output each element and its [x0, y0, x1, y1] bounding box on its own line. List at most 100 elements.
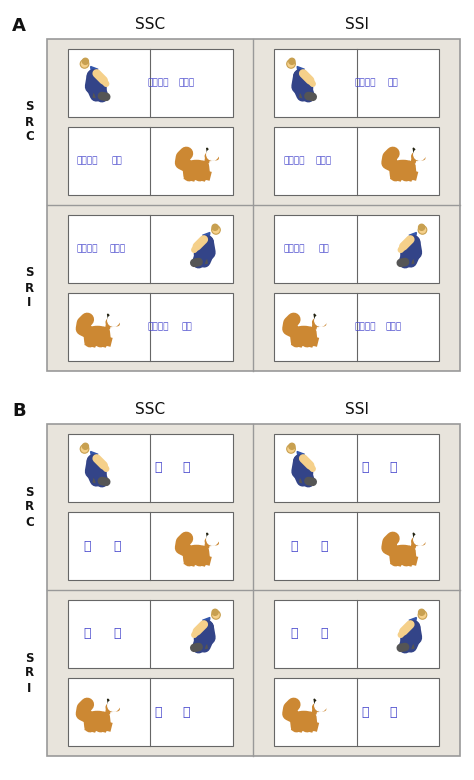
Polygon shape: [314, 699, 318, 704]
Bar: [68, 49, 233, 117]
Polygon shape: [413, 533, 417, 538]
Polygon shape: [314, 314, 318, 320]
Polygon shape: [297, 452, 304, 463]
Ellipse shape: [392, 545, 415, 555]
Text: ចំ: ចំ: [112, 157, 123, 165]
Text: ចំ: ចំ: [388, 79, 399, 87]
Text: ចំ: ចំ: [319, 244, 329, 254]
Ellipse shape: [420, 541, 425, 544]
Text: 狗: 狗: [389, 462, 397, 474]
Bar: [47, 39, 460, 371]
Circle shape: [419, 609, 425, 615]
Text: 小: 小: [290, 627, 298, 640]
Circle shape: [211, 611, 220, 619]
Polygon shape: [91, 452, 98, 463]
Bar: [68, 512, 233, 580]
Ellipse shape: [205, 152, 216, 161]
Polygon shape: [312, 323, 317, 328]
Bar: [274, 512, 439, 580]
Polygon shape: [410, 618, 416, 629]
Ellipse shape: [115, 707, 119, 711]
Ellipse shape: [109, 704, 117, 711]
Circle shape: [80, 59, 89, 68]
Text: ផ្ទះ: ផ្ទះ: [283, 244, 305, 254]
Circle shape: [211, 225, 220, 234]
Polygon shape: [106, 323, 110, 328]
Bar: [47, 424, 460, 756]
Bar: [274, 215, 439, 283]
Circle shape: [82, 443, 89, 449]
Text: A: A: [12, 17, 26, 35]
Polygon shape: [207, 533, 210, 538]
Ellipse shape: [292, 711, 316, 722]
Ellipse shape: [316, 319, 323, 326]
Text: S
R
I: S R I: [25, 651, 34, 694]
Text: ឃ្លា: ឃ្លា: [77, 244, 98, 254]
Ellipse shape: [321, 707, 326, 711]
Text: 擦: 擦: [84, 627, 91, 640]
Text: ឃ្លា: ឃ្លា: [148, 79, 169, 87]
Polygon shape: [91, 66, 98, 78]
Polygon shape: [413, 148, 417, 154]
Polygon shape: [205, 158, 210, 163]
Bar: [274, 600, 439, 668]
Ellipse shape: [214, 157, 218, 160]
Bar: [274, 49, 439, 117]
Bar: [68, 293, 233, 361]
Text: 小: 小: [84, 540, 91, 552]
Text: ចំប: ចំប: [385, 322, 401, 332]
Bar: [274, 434, 439, 502]
Text: SSC: SSC: [135, 17, 165, 32]
Text: 擦: 擦: [155, 462, 162, 474]
Text: 地: 地: [389, 705, 397, 718]
Polygon shape: [203, 618, 210, 629]
Polygon shape: [312, 708, 317, 714]
Ellipse shape: [313, 703, 323, 711]
Ellipse shape: [115, 322, 119, 326]
Ellipse shape: [106, 318, 116, 327]
Text: B: B: [12, 402, 26, 420]
Ellipse shape: [109, 319, 117, 326]
Text: 小: 小: [361, 462, 369, 474]
Ellipse shape: [412, 537, 422, 545]
Polygon shape: [411, 158, 416, 163]
Ellipse shape: [415, 537, 422, 544]
Ellipse shape: [412, 152, 422, 161]
Polygon shape: [411, 542, 416, 548]
Text: 地: 地: [320, 540, 328, 552]
Ellipse shape: [313, 318, 323, 327]
Ellipse shape: [185, 161, 208, 171]
Bar: [68, 215, 233, 283]
Polygon shape: [108, 699, 111, 704]
Text: 狗: 狗: [183, 705, 191, 718]
Circle shape: [287, 445, 295, 453]
Ellipse shape: [214, 541, 218, 544]
Text: SSI: SSI: [345, 17, 369, 32]
Text: ចំប: ចំប: [179, 79, 195, 87]
Polygon shape: [207, 148, 210, 154]
Circle shape: [289, 58, 295, 64]
Polygon shape: [203, 232, 210, 244]
Text: 擦: 擦: [290, 540, 298, 552]
Bar: [274, 127, 439, 195]
Text: ចំ: ចំ: [181, 322, 192, 332]
Circle shape: [212, 609, 218, 615]
Ellipse shape: [209, 537, 216, 544]
Circle shape: [418, 225, 427, 234]
Text: SSC: SSC: [135, 402, 165, 417]
Ellipse shape: [185, 545, 208, 555]
Polygon shape: [108, 314, 111, 320]
Ellipse shape: [205, 537, 216, 545]
Text: S
R
C: S R C: [25, 101, 34, 144]
Text: S
R
I: S R I: [25, 267, 34, 310]
Text: ឃ្លា: ឃ្លា: [354, 322, 376, 332]
Ellipse shape: [86, 327, 109, 337]
Polygon shape: [205, 542, 210, 548]
Bar: [68, 678, 233, 746]
Text: 狗: 狗: [320, 627, 328, 640]
Polygon shape: [297, 66, 304, 78]
Circle shape: [287, 59, 295, 68]
Ellipse shape: [292, 327, 316, 337]
Circle shape: [418, 611, 427, 619]
Text: 小: 小: [155, 705, 162, 718]
